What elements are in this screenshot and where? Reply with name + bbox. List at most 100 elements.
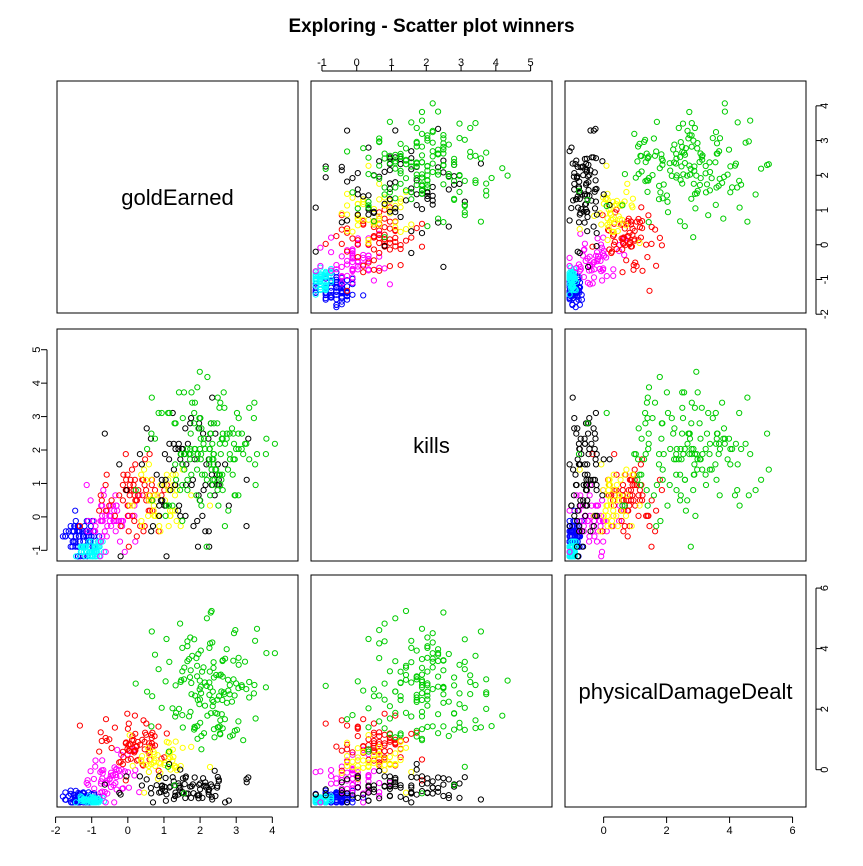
point-346	[445, 776, 452, 783]
point-512	[440, 135, 447, 142]
point-342	[189, 781, 196, 788]
point-476	[370, 218, 377, 225]
point-379	[658, 151, 665, 158]
point-48	[360, 292, 367, 299]
point-518	[402, 676, 410, 683]
point-493	[440, 657, 447, 664]
point-345	[222, 799, 229, 806]
point-260	[354, 762, 361, 770]
point-486	[173, 476, 180, 483]
point-509	[643, 177, 651, 184]
point-379	[218, 711, 225, 718]
point-197	[360, 262, 367, 269]
point-303	[349, 792, 356, 799]
point-411	[418, 671, 426, 678]
point-404	[418, 690, 426, 697]
point-415	[483, 691, 490, 698]
point-181	[397, 242, 404, 249]
point-425	[418, 130, 426, 137]
tick-label: 0	[601, 825, 607, 837]
point-242	[608, 517, 616, 525]
point-423	[365, 154, 372, 161]
point-306	[153, 471, 160, 478]
point-422	[215, 693, 223, 700]
point-471	[207, 492, 214, 499]
point-465	[636, 471, 643, 478]
point-279	[614, 523, 621, 530]
point-193	[639, 267, 646, 274]
point-258	[397, 228, 404, 235]
point-256	[179, 744, 186, 751]
point-481	[148, 723, 155, 730]
point-468	[235, 492, 242, 499]
point-196	[129, 733, 136, 740]
point-113	[566, 280, 573, 288]
point-306	[397, 213, 404, 221]
point-343	[397, 161, 404, 168]
point-420	[197, 415, 204, 422]
point-167	[586, 538, 593, 545]
point-498	[720, 425, 728, 432]
point-352	[408, 249, 415, 257]
point-484	[232, 492, 239, 499]
point-501	[456, 188, 463, 195]
point-477	[716, 492, 723, 499]
point-380	[381, 191, 388, 198]
tick-label: 1	[388, 57, 394, 69]
point-422	[677, 154, 684, 161]
point-463	[408, 713, 415, 720]
point-387	[686, 171, 694, 178]
point-503	[429, 100, 436, 107]
point-221	[344, 248, 351, 255]
point-331	[344, 217, 351, 224]
point-341	[429, 784, 436, 791]
point-518	[224, 466, 232, 473]
point-495	[418, 656, 426, 663]
point-139	[586, 253, 593, 260]
point-300	[177, 456, 184, 463]
point-196	[635, 512, 642, 520]
tick-label: 5	[528, 57, 534, 69]
point-321	[580, 543, 587, 550]
point-298	[386, 180, 393, 187]
point-300	[600, 456, 607, 463]
point-197	[653, 507, 660, 514]
point-312	[569, 160, 576, 167]
point-474	[203, 476, 210, 483]
point-310	[440, 263, 447, 270]
point-514	[736, 177, 743, 184]
point-266	[598, 221, 605, 228]
point-64	[62, 533, 69, 540]
point-226	[365, 259, 372, 266]
point-212	[119, 481, 127, 489]
point-152	[582, 257, 589, 265]
point-358	[166, 760, 173, 768]
point-517	[381, 638, 388, 645]
point-209	[122, 451, 129, 458]
point-311	[408, 782, 415, 789]
point-516	[429, 139, 436, 146]
point-517	[734, 487, 741, 494]
point-163	[601, 252, 608, 259]
point-237	[133, 497, 140, 504]
point-421	[706, 187, 714, 194]
point-161	[99, 788, 106, 795]
point-358	[166, 456, 173, 463]
tick-label: 3	[458, 57, 464, 69]
point-457	[696, 420, 703, 427]
point-426	[370, 172, 377, 179]
point-206	[338, 717, 345, 724]
point-481	[148, 430, 155, 437]
point-491	[435, 730, 442, 737]
point-130	[114, 746, 121, 754]
point-65	[322, 296, 329, 303]
point-127	[328, 249, 335, 256]
point-139	[112, 780, 119, 787]
point-169	[610, 272, 617, 279]
point-487	[241, 440, 249, 447]
point-513	[706, 168, 714, 176]
point-338	[575, 185, 583, 192]
point-291	[435, 774, 442, 781]
point-476	[677, 497, 684, 504]
point-316	[354, 191, 361, 198]
